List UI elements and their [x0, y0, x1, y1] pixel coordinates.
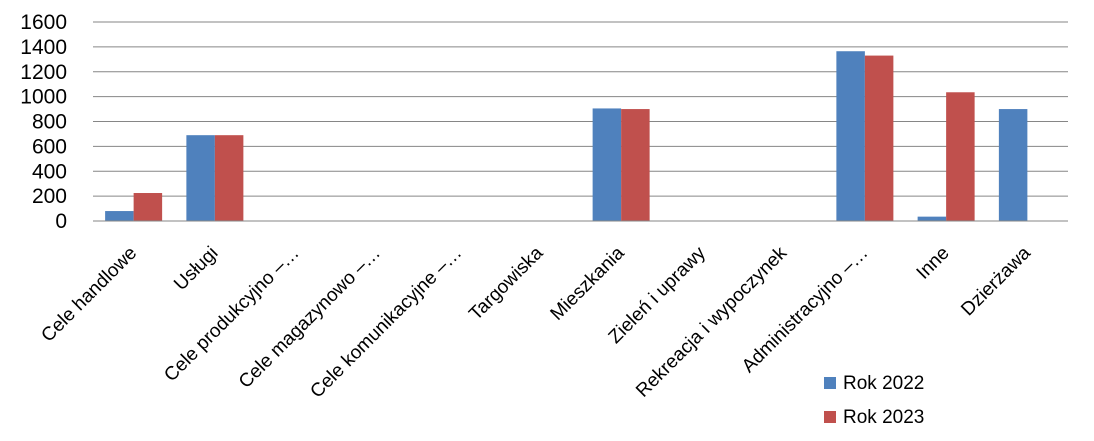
- x-category-label: Cele produkcyjno –…: [160, 243, 303, 386]
- legend-swatch: [824, 411, 836, 423]
- legend-label: Rok 2022: [843, 373, 924, 394]
- legend: Rok 2022 Rok 2023: [824, 373, 924, 428]
- x-category-label: Rekreacja i wypoczynek: [632, 242, 791, 401]
- x-category-label: Mieszkania: [547, 242, 629, 324]
- x-category-label: Cele magazynowo –…: [235, 243, 385, 393]
- x-category-label: Cele handlowe: [37, 243, 141, 347]
- bar-rok-2022: [105, 211, 134, 221]
- gridlines: [93, 21, 1068, 197]
- y-tick-label: 1400: [20, 36, 67, 59]
- bar-rok-2022: [998, 109, 1028, 221]
- bar-rok-2023: [864, 55, 894, 221]
- bar-rok-2022: [186, 135, 215, 221]
- bar-rok-2022: [592, 108, 622, 221]
- legend-label: Rok 2023: [843, 407, 924, 428]
- y-tick-label: 600: [32, 135, 67, 158]
- y-tick-label: 1000: [20, 86, 67, 109]
- y-tick-label: 800: [32, 111, 67, 134]
- x-category-label: Usługi: [170, 243, 222, 295]
- y-tick-label: 200: [32, 185, 67, 208]
- y-tick-label: 1600: [20, 11, 67, 34]
- bar-rok-2023: [946, 92, 975, 221]
- bar-rok-2023: [621, 109, 650, 221]
- bar-rok-2023: [133, 193, 163, 221]
- x-category-label: Cele komunikacyjne –…: [306, 243, 466, 403]
- x-category-label: Dzierżawa: [957, 242, 1035, 320]
- legend-swatch: [824, 377, 836, 389]
- bar-rok-2022: [917, 216, 947, 221]
- y-tick-label: 0: [55, 210, 67, 233]
- bars: [105, 51, 1028, 222]
- bar-rok-2022: [836, 51, 865, 222]
- y-tick-label: 400: [32, 160, 67, 183]
- x-category-label: Targowiska: [465, 242, 547, 324]
- bar-rok-2023: [214, 135, 244, 221]
- y-tick-label: 1200: [20, 61, 67, 84]
- x-category-label: Inne: [913, 243, 954, 284]
